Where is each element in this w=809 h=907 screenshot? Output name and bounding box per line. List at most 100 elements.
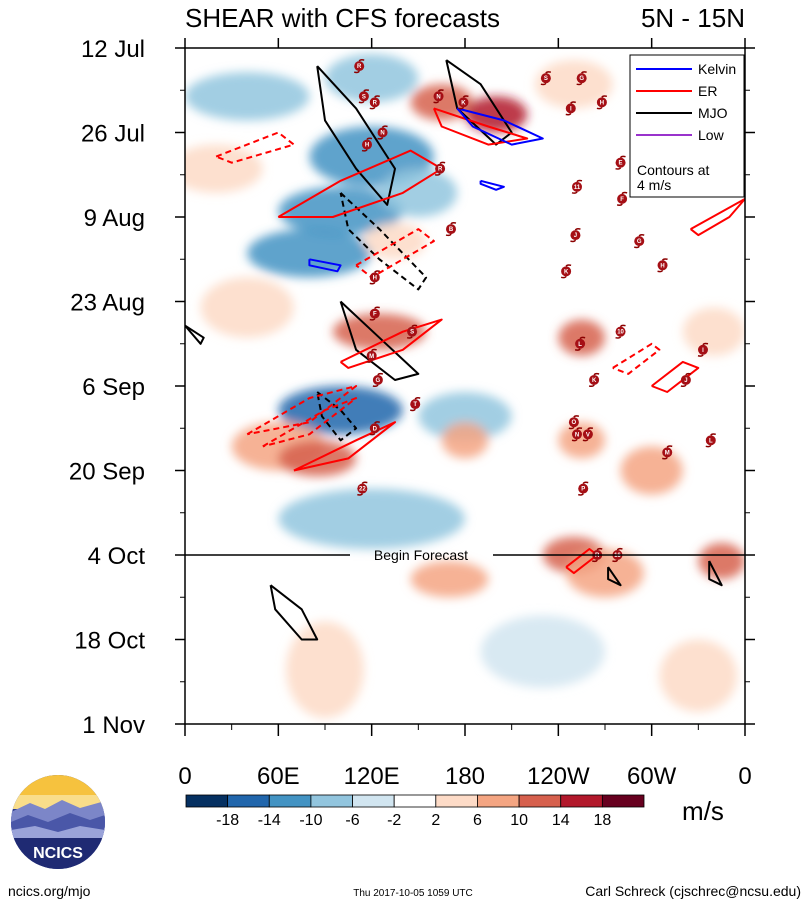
storm-label: O	[572, 420, 577, 426]
storm-label: K	[461, 100, 466, 106]
storm-dot	[410, 399, 421, 410]
storm-marker-12: E	[615, 155, 626, 170]
storm-label: K	[564, 269, 569, 275]
x-tick-label: 60E	[257, 763, 300, 790]
colorbar-label: 2	[431, 812, 440, 829]
anomaly-blob-11	[200, 277, 294, 338]
storm-marker-7: S	[540, 71, 552, 86]
anomaly-blob-12	[332, 313, 427, 350]
storm-dot	[615, 157, 626, 168]
x-tick-label: 0	[738, 763, 751, 790]
storm-marker-36: M	[662, 445, 673, 460]
storm-label: N	[575, 432, 579, 438]
storm-marker-17: G	[634, 234, 645, 249]
logo-text: NCICS	[33, 845, 83, 862]
contour-mjo-0	[316, 65, 396, 206]
x-tick-label: 120W	[527, 763, 590, 790]
contour-mjo-7	[607, 566, 622, 587]
legend-label-low: Low	[698, 127, 725, 143]
storm-dot	[615, 326, 626, 337]
contour-er-10	[432, 107, 529, 146]
storm-swirl	[565, 101, 576, 116]
storm-swirl	[434, 161, 446, 176]
storm-dot	[369, 97, 380, 108]
storm-dot	[565, 103, 576, 114]
colorbar-label: -2	[387, 812, 401, 829]
storm-label: S	[410, 330, 414, 336]
storm-marker-13: 11	[571, 179, 583, 194]
storm-label: V	[586, 432, 590, 438]
storm-marker-21: F	[369, 306, 380, 321]
storm-label: E	[619, 161, 623, 167]
storm-label: G	[579, 76, 584, 82]
colorbar-label: -6	[345, 812, 359, 829]
storm-dot	[433, 91, 444, 102]
storm-label: K	[592, 378, 597, 384]
y-axis: 12 Jul 26 Jul 9 Aug 23 Aug 6 Sep 20 Sep 4 Oct 1…	[69, 36, 755, 739]
contour-kelvin-22	[308, 258, 342, 273]
storm-swirl	[369, 95, 380, 110]
storm-label: H	[365, 143, 369, 149]
storm-marker-37: 22	[357, 481, 368, 496]
storm-marker-33: N	[571, 427, 583, 442]
anomaly-blob-21	[620, 446, 683, 495]
storm-dot	[369, 272, 380, 283]
contour-er-13	[339, 318, 443, 369]
y-tick-label: 26 Jul	[81, 121, 145, 148]
storm-swirl	[612, 547, 623, 563]
legend: Kelvin ER MJO Low Contours at 4 m/s	[629, 54, 745, 198]
storm-dot	[369, 423, 380, 434]
storm-label: J	[574, 233, 577, 239]
storm-label: I	[702, 348, 704, 354]
contour-mjo-3	[339, 300, 420, 381]
storm-marker-23: L	[574, 336, 586, 351]
storm-dot	[705, 435, 716, 446]
chart-title: SHEAR with CFS forecasts	[185, 3, 500, 33]
storm-dot	[366, 350, 377, 361]
storm-marker-31: D	[369, 421, 380, 436]
storm-dot	[657, 260, 668, 271]
contour-mjo-6	[185, 324, 205, 345]
y-tick-label: 20 Sep	[69, 459, 145, 486]
storm-label: R	[595, 553, 600, 559]
contour-er-11	[215, 131, 295, 164]
storm-marker-2: R	[369, 95, 380, 110]
contour-er-16	[246, 385, 358, 436]
storm-dot	[362, 139, 372, 150]
anomaly-blob-22	[278, 488, 465, 549]
anomaly-blob-14	[682, 307, 745, 356]
y-tick-label: 18 Oct	[74, 628, 145, 655]
storm-marker-25: I	[697, 342, 709, 357]
storm-label: 22	[359, 487, 366, 493]
storm-marker-3: N	[377, 125, 388, 140]
anomaly-blob-25	[410, 561, 489, 598]
storm-swirl	[354, 59, 365, 74]
colorbar-swatch-9	[560, 794, 603, 808]
storm-marker-28: K	[588, 372, 600, 388]
chart-region: 5N - 15N	[641, 3, 745, 33]
colorbar-label: 18	[593, 812, 611, 829]
storm-swirl	[372, 372, 384, 388]
contour-mjo-8	[708, 560, 723, 587]
contour-er-15	[293, 421, 396, 472]
storm-swirl	[369, 421, 380, 436]
storm-label: 16	[614, 553, 621, 559]
contour-mjo-5	[269, 584, 319, 641]
storm-marker-0: R	[354, 59, 365, 74]
colorbar-label: -18	[216, 812, 239, 829]
contour-kelvin-23	[479, 179, 505, 191]
colorbar-label: -10	[299, 812, 322, 829]
colorbar-swatch-2	[268, 794, 312, 808]
storm-swirl	[615, 155, 626, 170]
storm-swirl	[369, 306, 380, 321]
storm-swirl	[574, 336, 586, 351]
storm-swirl	[588, 372, 600, 388]
legend-label-kelvin: Kelvin	[698, 61, 736, 77]
storm-swirl	[634, 234, 645, 249]
storm-swirl	[680, 372, 692, 388]
storm-dot	[572, 429, 582, 440]
anomaly-blob-2	[410, 84, 473, 121]
storm-marker-11: R	[434, 161, 446, 176]
storm-swirl	[377, 125, 388, 140]
contour-mjo-1	[445, 59, 513, 146]
